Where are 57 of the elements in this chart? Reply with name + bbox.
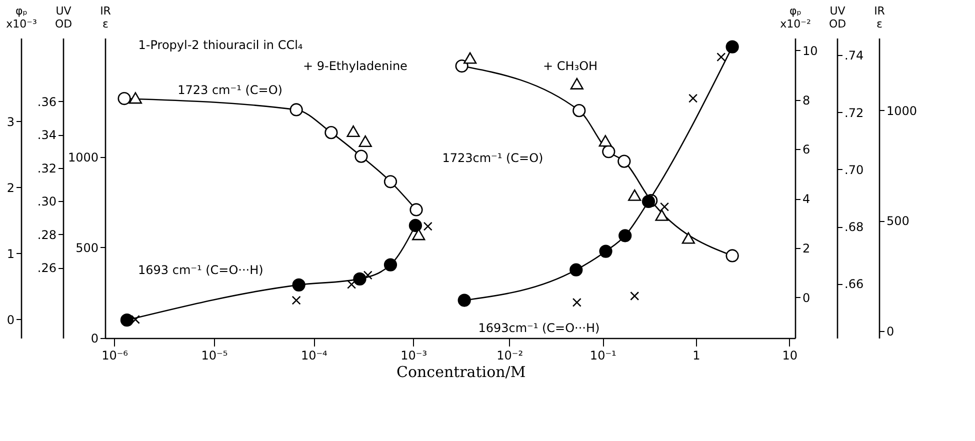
y3-tick-label: 3 — [6, 114, 14, 129]
y-tick-label: 0 — [886, 324, 894, 338]
chart-title: 1-Propyl-2 thiouracil in CCl₄ — [138, 38, 303, 52]
y2-tick-label: .66 — [844, 277, 864, 292]
y2-tick-label: .30 — [37, 194, 56, 209]
annotation: + CH₃OH — [543, 59, 598, 73]
y2-tick-label: .36 — [37, 94, 56, 109]
y-tick-label: 0 — [90, 332, 98, 346]
y2-tick-label: .34 — [37, 128, 56, 142]
y3-tick-label: 1 — [6, 246, 14, 261]
x-tick-label: 10 — [782, 348, 798, 362]
annotation: 1723 cm⁻¹ (C=O) — [178, 83, 282, 97]
point — [598, 135, 612, 147]
y3-tick-label: 8 — [802, 93, 810, 108]
annotation: 1693cm⁻¹ (C=O···H) — [478, 321, 600, 335]
y3-tick-label: 2 — [6, 180, 14, 195]
y3-tick-label: 0 — [802, 290, 810, 305]
x-tick-label: 1 — [692, 348, 700, 362]
y2-tick-label: .28 — [37, 228, 56, 242]
point — [628, 189, 642, 201]
y2-axis-title: UV OD — [828, 4, 846, 30]
y2-tick-label: .26 — [37, 261, 56, 276]
point — [688, 94, 698, 103]
point — [630, 291, 640, 301]
y2-tick-label: .74 — [844, 48, 864, 63]
y2-tick-label: .32 — [37, 161, 56, 176]
y2-axis-title: UV OD — [54, 4, 72, 30]
x-tick-label: 10⁻³ — [400, 348, 428, 362]
y3-axis-title: φₚ x10⁻² — [780, 4, 811, 30]
y3-tick-label: 0 — [6, 313, 14, 327]
y3-axis-title: φₚ x10⁻³ — [6, 4, 37, 30]
y3-tick-label: 10 — [802, 44, 818, 58]
point — [570, 78, 584, 90]
annotation: + 9-Ethyladenine — [303, 59, 408, 73]
y2-tick-label: .72 — [844, 106, 864, 120]
x-axis-title: Concentration/M — [396, 363, 526, 381]
x-tick-label: 10⁻⁴ — [300, 348, 328, 362]
y3-tick-label: 2 — [802, 242, 810, 256]
point — [655, 209, 668, 221]
annotation: 1723cm⁻¹ (C=O) — [442, 151, 544, 165]
x-tick-label: 10⁻⁶ — [102, 348, 128, 362]
y3-tick-label: 6 — [802, 142, 810, 157]
y-axis-title: IR ε — [100, 4, 112, 30]
x-tick-label: 10⁻² — [496, 348, 524, 362]
y2-tick-label: .70 — [844, 162, 864, 177]
point — [716, 52, 726, 62]
x-tick-label: 10⁻¹ — [590, 348, 617, 362]
point — [660, 202, 670, 212]
x-tick-label: 10⁻⁵ — [201, 348, 228, 362]
y3-tick-label: 4 — [802, 192, 810, 206]
annotation: 1693 cm⁻¹ (C=O···H) — [138, 263, 264, 277]
y-tick-label: 500 — [886, 214, 910, 228]
y-tick-label: 500 — [76, 240, 98, 255]
y-tick-label: 1000 — [886, 104, 918, 118]
y2-tick-label: .68 — [844, 220, 864, 234]
y-axis-title: IR ε — [874, 4, 886, 30]
y-tick-label: 1000 — [68, 150, 98, 164]
